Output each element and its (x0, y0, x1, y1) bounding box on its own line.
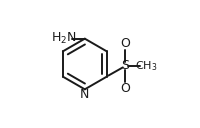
Text: S: S (121, 59, 129, 72)
Text: N: N (80, 88, 89, 101)
Text: O: O (120, 82, 130, 95)
Text: CH$_3$: CH$_3$ (135, 59, 158, 73)
Text: H$_2$N: H$_2$N (51, 31, 77, 46)
Text: O: O (120, 37, 130, 50)
